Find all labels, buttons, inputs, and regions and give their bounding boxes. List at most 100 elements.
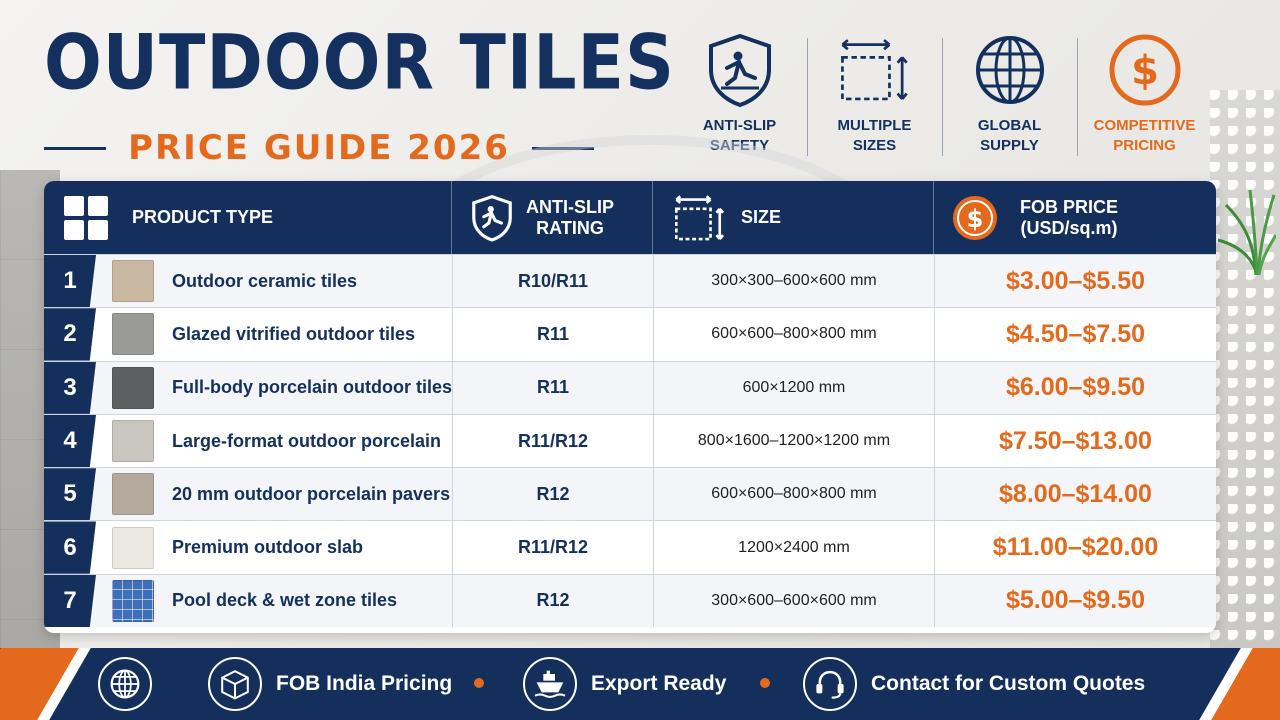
header-size-label: SIZE — [741, 207, 782, 227]
table-body: 1 Outdoor ceramic tiles R10/R11 300×300–600… — [44, 254, 1216, 628]
product-name: Outdoor ceramic tiles — [172, 270, 358, 291]
price-cell: $7.50–$13.00 — [934, 414, 1216, 468]
product-cell: 1 Outdoor ceramic tiles — [44, 255, 452, 308]
table-row: 4 Large-format outdoor porcelain R11/R12 80… — [44, 413, 1216, 468]
footer-separator-dot — [474, 678, 484, 688]
subtitle-rule-left — [44, 146, 106, 150]
row-number: 5 — [44, 468, 96, 521]
product-cell: 3 Full-body porcelain outdoor tiles — [44, 361, 453, 414]
row-number: 4 — [44, 414, 96, 468]
feature-pricing: $ COMPETITIVE PRICING — [1077, 32, 1212, 162]
tile-swatch — [112, 313, 154, 356]
product-cell: 7 Pool deck & wet zone tiles — [44, 574, 452, 628]
page-subtitle: PRICE GUIDE 2026 — [128, 128, 510, 168]
footer-bar: FOB India Pricing Export Ready Contact f… — [0, 648, 1280, 720]
tile-swatch — [112, 420, 154, 463]
product-name: Premium outdoor slab — [172, 537, 364, 558]
size-cell: 300×600–600×600 mm — [653, 574, 934, 628]
tiles-icon — [64, 195, 108, 240]
resize-icon — [837, 32, 913, 108]
headset-icon — [803, 657, 857, 711]
footer-item-export: Export Ready — [523, 654, 726, 714]
size-cell: 1200×2400 mm — [653, 521, 934, 574]
rating-cell: R11 — [452, 308, 653, 361]
rating-cell: R11/R12 — [452, 521, 653, 574]
dollar-circle-icon: $ — [1107, 32, 1183, 108]
subtitle-rule-right — [531, 146, 594, 150]
table-header: PRODUCT TYPE ANTI-SLIP RATING SIZE — [44, 181, 1216, 254]
price-cell: $3.00–$5.50 — [934, 255, 1216, 308]
product-name: Large-format outdoor porcelain — [172, 430, 442, 451]
footer-contact-label[interactable]: Contact for Custom Quotes — [871, 672, 1146, 695]
ship-icon — [523, 657, 577, 711]
price-cell: $11.00–$20.00 — [934, 521, 1216, 574]
row-number: 2 — [44, 308, 96, 361]
header-price: $ FOB PRICE (USD/sq.m) — [934, 181, 1216, 254]
svg-text:$: $ — [1131, 48, 1159, 94]
row-number: 6 — [44, 521, 96, 574]
page-title: OUTDOOR TILES — [44, 19, 675, 108]
product-name: Glazed vitrified outdoor tiles — [172, 323, 416, 344]
table-row: 2 Glazed vitrified outdoor tiles R11 600×60… — [44, 307, 1216, 361]
tile-swatch — [112, 260, 154, 303]
feature-global: GLOBAL SUPPLY — [942, 32, 1077, 162]
footer-fob-label: FOB India Pricing — [276, 672, 453, 695]
svg-text:$: $ — [967, 205, 984, 233]
price-cell: $6.00–$9.50 — [934, 361, 1216, 414]
feature-pricing-label: COMPETITIVE PRICING — [1093, 117, 1196, 154]
rating-cell: R11/R12 — [452, 414, 653, 468]
table-row: 6 Premium outdoor slab R11/R12 1200×2400 mm… — [44, 520, 1216, 574]
product-name: 20 mm outdoor porcelain pavers — [172, 483, 451, 504]
size-cell: 800×1600–1200×1200 mm — [653, 414, 934, 468]
rating-cell: R10/R11 — [452, 255, 653, 308]
product-cell: 4 Large-format outdoor porcelain — [44, 414, 452, 468]
product-cell: 2 Glazed vitrified outdoor tiles — [44, 308, 452, 361]
price-cell: $8.00–$14.00 — [934, 468, 1216, 521]
size-cell: 300×300–600×600 mm — [653, 255, 934, 308]
table-row: 1 Outdoor ceramic tiles R10/R11 300×300–600… — [44, 254, 1216, 308]
feature-strip: ANTI-SLIP SAFETY MULTIPLE SIZES GLOBAL S… — [672, 32, 1212, 162]
row-number: 3 — [44, 361, 96, 414]
product-cell: 6 Premium outdoor slab — [44, 521, 452, 574]
size-cell: 600×600–800×800 mm — [653, 308, 934, 361]
box-icon — [208, 657, 262, 711]
globe-icon — [98, 657, 152, 711]
footer-item-contact[interactable]: Contact for Custom Quotes — [803, 654, 1145, 714]
rating-cell: R12 — [452, 574, 653, 628]
table-row: 7 Pool deck & wet zone tiles R12 300×600–60… — [44, 573, 1216, 628]
tile-swatch — [112, 366, 154, 409]
product-name: Pool deck & wet zone tiles — [172, 590, 398, 611]
tile-swatch — [112, 526, 154, 569]
globe-icon — [972, 32, 1048, 108]
header-product-type: PRODUCT TYPE — [44, 181, 452, 254]
price-cell: $4.50–$7.50 — [934, 308, 1216, 361]
row-number: 1 — [44, 255, 96, 308]
subtitle-row: PRICE GUIDE 2026 — [44, 126, 594, 170]
footer-item-fob: FOB India Pricing — [208, 654, 452, 714]
tile-swatch — [112, 579, 154, 622]
rating-cell: R11 — [452, 361, 653, 414]
size-cell: 600×1200 mm — [653, 361, 934, 414]
product-name: Full-body porcelain outdoor tiles — [172, 377, 453, 398]
footer-item-globe — [98, 654, 152, 714]
rating-cell: R12 — [452, 468, 653, 521]
resize-icon — [675, 194, 725, 240]
feature-sizes-label: MULTIPLE SIZES — [837, 117, 912, 154]
product-cell: 5 20 mm outdoor porcelain pavers — [44, 468, 452, 521]
header-rating-label: ANTI-SLIP RATING — [526, 196, 614, 238]
header-size: SIZE — [653, 181, 934, 254]
feature-anti-slip-label: ANTI-SLIP SAFETY — [702, 117, 777, 154]
table-row: 5 20 mm outdoor porcelain pavers R12 600×60… — [44, 467, 1216, 521]
dollar-circle-icon: $ — [953, 195, 997, 240]
footer-separator-dot — [760, 678, 770, 688]
header-product-label: PRODUCT TYPE — [132, 207, 274, 227]
slip-shield-icon — [472, 194, 512, 242]
feature-global-label: GLOBAL SUPPLY — [977, 117, 1042, 154]
slip-shield-icon — [702, 32, 778, 108]
price-table: PRODUCT TYPE ANTI-SLIP RATING SIZE — [44, 181, 1216, 633]
table-row: 3 Full-body porcelain outdoor tiles R11 600… — [44, 360, 1216, 414]
footer-export-label: Export Ready — [591, 672, 727, 695]
feature-sizes: MULTIPLE SIZES — [807, 32, 942, 162]
background-pebbles-right — [1210, 90, 1280, 650]
header-rating: ANTI-SLIP RATING — [452, 181, 653, 254]
